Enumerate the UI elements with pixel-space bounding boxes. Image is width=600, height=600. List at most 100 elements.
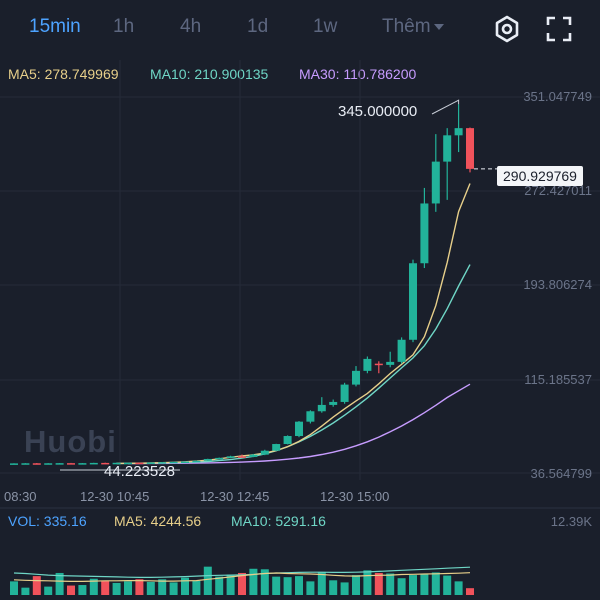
candle-body [340, 384, 349, 402]
candle-body [466, 128, 474, 169]
time-axis-label: 12-30 12:45 [200, 489, 270, 504]
volume-ma10-legend: MA10: 5291.16 [231, 513, 326, 529]
volume-bar [306, 581, 315, 595]
volume-bar [146, 581, 155, 595]
candle-body [146, 462, 155, 464]
time-axis-label: 12-30 15:00 [320, 489, 390, 504]
volume-bar [466, 588, 474, 595]
candle-body [112, 462, 121, 465]
volume-bar [397, 578, 406, 595]
candle-body [420, 203, 429, 264]
volume-bar [181, 577, 189, 595]
candle-body [317, 404, 326, 412]
volume-legend: VOL: 335.16 [8, 513, 87, 529]
candle-body [215, 457, 224, 460]
tab-1h[interactable]: 1h [113, 16, 135, 37]
candle-body [192, 460, 201, 463]
price-axis-label: 193.806274 [523, 277, 592, 292]
candle-body [101, 462, 110, 465]
settings-icon[interactable] [492, 14, 522, 44]
volume-bar [260, 569, 269, 595]
candle-body [454, 128, 463, 136]
candle-body [352, 370, 360, 385]
tab-1d[interactable]: 1d [247, 16, 269, 37]
candle-body [89, 462, 98, 465]
candle-body [249, 454, 258, 457]
candle-body [260, 450, 269, 455]
candle-body [374, 363, 383, 366]
volume-bar [44, 586, 53, 595]
volume-bar [112, 582, 121, 595]
price-axis-label: 115.185537 [524, 372, 592, 387]
candle-body [386, 361, 395, 365]
candle-body [10, 463, 18, 465]
candle-body [21, 463, 30, 465]
ma5-legend: MA5: 278.749969 [8, 66, 119, 82]
volume-bar [454, 581, 463, 595]
volume-bar [10, 581, 18, 595]
time-axis-label: 08:30 [4, 489, 37, 504]
volume-bar [169, 582, 178, 595]
tab-15min[interactable]: 15min [29, 16, 81, 37]
volume-bar [32, 576, 41, 595]
volume-bar [272, 576, 281, 595]
volume-bar [21, 587, 30, 595]
candle-body [44, 463, 53, 465]
candle-body [363, 358, 372, 371]
candle-body [397, 339, 406, 362]
tab-more-label: Thêm [382, 16, 431, 37]
volume-bar [124, 581, 132, 595]
high-marker-line [431, 99, 460, 115]
volume-bar [203, 566, 212, 595]
candle-body [329, 401, 338, 405]
volume-bar [374, 572, 383, 595]
tab-more[interactable]: Thêm [382, 16, 444, 38]
volume-bar [78, 585, 87, 595]
tab-1w[interactable]: 1w [313, 16, 338, 37]
ma30-line [127, 383, 471, 465]
candle-body [135, 462, 144, 465]
ma30-legend: MA30: 110.786200 [299, 66, 417, 82]
volume-bar [409, 575, 417, 595]
volume-bar [55, 572, 64, 595]
candle-body [238, 456, 246, 458]
high-price-label: 345.000000 [338, 103, 418, 120]
huobi-watermark: Huobi [24, 424, 117, 459]
candle-body [169, 461, 178, 464]
volume-bar [317, 571, 326, 595]
volume-bar [352, 575, 360, 595]
price-axis-label: 36.564799 [530, 466, 592, 481]
candle-body [32, 463, 41, 465]
volume-bar [89, 578, 98, 595]
candle-body [181, 461, 189, 463]
candle-body [78, 463, 87, 465]
volume-bar [295, 576, 303, 595]
timeframe-bar: 15min 1h 4h 1d 1w Thêm [0, 0, 600, 60]
volume-ma5-line [13, 572, 471, 583]
volume-bar [420, 574, 429, 595]
volume-bar [249, 568, 258, 595]
volume-bar [431, 572, 440, 595]
candle-body [431, 161, 440, 204]
volume-bar [226, 574, 235, 595]
last-price-tag[interactable]: 290.929769 [497, 166, 583, 186]
price-axis-label: 272.427011 [524, 183, 592, 198]
candle-body [226, 456, 235, 458]
low-price-label: 44.223528 [104, 463, 175, 480]
candle-body [306, 411, 315, 422]
volume-bar [386, 573, 395, 595]
tab-4h[interactable]: 4h [180, 16, 202, 37]
volume-bar [135, 579, 144, 595]
volume-bar [238, 572, 246, 595]
candle-body [158, 462, 167, 464]
volume-ma5-legend: MA5: 4244.56 [114, 513, 202, 529]
volume-bar [340, 582, 349, 595]
fullscreen-icon[interactable] [544, 14, 574, 44]
candle-body [409, 263, 417, 340]
candle-body [67, 463, 75, 465]
volume-ma10-line [13, 566, 471, 579]
volume-bar [192, 580, 201, 595]
candle-body [55, 463, 64, 465]
volume-bar [215, 576, 224, 595]
